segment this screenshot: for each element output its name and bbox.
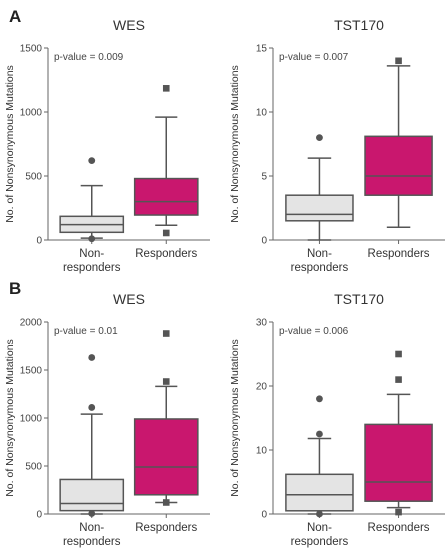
outlier-point bbox=[162, 499, 170, 506]
chart-panel-3: TST170 0 10 20 30 No. of Nonsynonymous Mutati… bbox=[229, 291, 445, 548]
y-tick-label: 20 bbox=[256, 382, 268, 393]
x-tick-label-line: Non- bbox=[79, 522, 104, 534]
y-tick-label: 2000 bbox=[20, 318, 43, 329]
iqr-box-responders bbox=[364, 423, 433, 502]
outlier-point bbox=[88, 157, 96, 165]
outlier-point bbox=[88, 510, 96, 517]
outlier-point bbox=[395, 508, 402, 516]
y-tick-label: 1000 bbox=[20, 414, 43, 425]
y-tick-label: 10 bbox=[256, 108, 268, 119]
x-tick-label: Responders bbox=[368, 522, 430, 534]
outlier-point bbox=[316, 510, 323, 518]
y-tick-label: 5 bbox=[261, 172, 267, 183]
y-tick-label: 1500 bbox=[20, 44, 43, 55]
x-tick-label: Responders bbox=[135, 522, 197, 534]
outlier-point bbox=[162, 229, 170, 237]
y-axis-label: No. of Nonsynonymous Mutations bbox=[229, 339, 241, 497]
chart-title: TST170 bbox=[334, 17, 384, 33]
outlier-point bbox=[88, 354, 96, 361]
outlier-point bbox=[162, 85, 170, 92]
x-tick-label: Non-responders bbox=[63, 248, 121, 274]
chart-title: WES bbox=[113, 291, 145, 307]
panel-letter-a: A bbox=[9, 7, 21, 26]
chart-title: WES bbox=[113, 17, 145, 33]
chart-title: TST170 bbox=[334, 291, 384, 307]
x-tick-label-line: responders bbox=[291, 262, 349, 274]
x-tick-label-line: Responders bbox=[135, 248, 197, 260]
y-axis-label: No. of Nonsynonymous Mutations bbox=[4, 65, 16, 223]
iqr-box-responders bbox=[364, 135, 433, 196]
chart-panel-0: WES 0 500 1000 1500 No. of Nonsynonymous Muta… bbox=[4, 17, 210, 274]
x-tick-label: Non-responders bbox=[291, 522, 349, 548]
iqr-box-responders bbox=[133, 177, 199, 216]
outlier-point bbox=[316, 430, 323, 438]
iqr-box-nonresponders bbox=[59, 478, 125, 512]
outlier-point bbox=[395, 350, 402, 358]
x-tick-label: Responders bbox=[368, 248, 430, 260]
x-tick-label-line: responders bbox=[291, 536, 349, 548]
y-tick-label: 0 bbox=[261, 236, 267, 247]
y-tick-label: 1500 bbox=[20, 366, 43, 377]
y-tick-label: 30 bbox=[256, 318, 268, 329]
panel-letter-b: B bbox=[9, 279, 21, 298]
x-tick-label: Non-responders bbox=[291, 248, 349, 274]
outlier-point bbox=[316, 134, 323, 142]
chart-panel-2: WES 0 500 1000 1500 2000 No. of Nonsynonymous … bbox=[4, 291, 210, 548]
p-value-annotation: p-value = 0.009 bbox=[54, 52, 124, 63]
y-axis-label: No. of Nonsynonymous Mutations bbox=[229, 65, 241, 223]
x-tick-label-line: Responders bbox=[368, 248, 430, 260]
y-tick-label: 0 bbox=[36, 510, 42, 521]
y-tick-label: 15 bbox=[256, 44, 268, 55]
y-tick-label: 0 bbox=[36, 236, 42, 247]
x-tick-label-line: Non- bbox=[307, 248, 332, 260]
y-tick-label: 10 bbox=[256, 446, 268, 457]
y-tick-label: 500 bbox=[25, 172, 42, 183]
p-value-annotation: p-value = 0.007 bbox=[279, 52, 349, 63]
y-tick-label: 1000 bbox=[20, 108, 43, 119]
y-axis-label: No. of Nonsynonymous Mutations bbox=[4, 339, 16, 497]
outlier-point bbox=[395, 57, 402, 65]
outlier-point bbox=[316, 395, 323, 403]
outlier-point bbox=[395, 376, 402, 383]
x-tick-label-line: Non- bbox=[79, 248, 104, 260]
iqr-box-nonresponders bbox=[285, 473, 354, 512]
x-tick-label-line: Non- bbox=[307, 522, 332, 534]
outlier-point bbox=[88, 404, 96, 411]
y-tick-label: 0 bbox=[261, 510, 267, 521]
x-tick-label: Non-responders bbox=[63, 522, 121, 548]
outlier-point bbox=[162, 330, 170, 337]
iqr-box-responders bbox=[133, 418, 199, 496]
y-tick-label: 500 bbox=[25, 462, 42, 473]
x-tick-label-line: responders bbox=[63, 262, 121, 274]
chart-panel-1: TST170 0 5 10 15 No. of Nonsynonymous Mutatio… bbox=[229, 17, 445, 274]
p-value-annotation: p-value = 0.006 bbox=[279, 326, 349, 337]
x-tick-label-line: responders bbox=[63, 536, 121, 548]
outlier-point bbox=[162, 378, 170, 385]
x-tick-label-line: Responders bbox=[368, 522, 430, 534]
outlier-point bbox=[88, 235, 96, 243]
x-tick-label-line: Responders bbox=[135, 522, 197, 534]
p-value-annotation: p-value = 0.01 bbox=[54, 326, 118, 337]
iqr-box-nonresponders bbox=[285, 194, 354, 222]
x-tick-label: Responders bbox=[135, 248, 197, 260]
